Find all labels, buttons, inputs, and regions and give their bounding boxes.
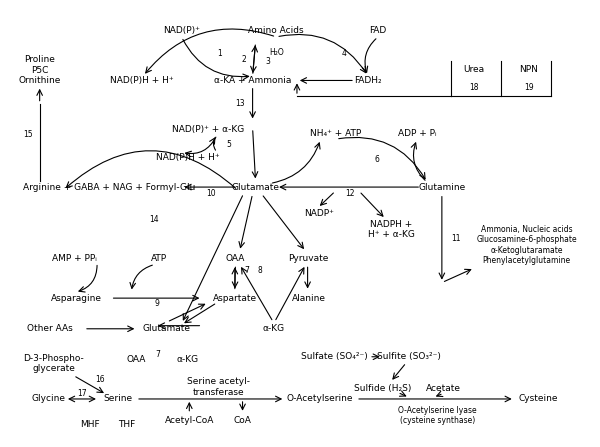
Text: 7: 7 (155, 350, 160, 359)
Text: Sulfite (SO₃²⁻): Sulfite (SO₃²⁻) (377, 352, 441, 361)
Text: Asparagine: Asparagine (51, 294, 102, 303)
Text: Glutamate: Glutamate (232, 182, 280, 192)
Text: 8: 8 (257, 266, 262, 274)
Text: 9: 9 (154, 299, 159, 308)
Text: α-KG: α-KG (176, 355, 199, 364)
Text: Alanine: Alanine (292, 294, 326, 303)
Text: OAA: OAA (226, 253, 245, 263)
Text: FADH₂: FADH₂ (354, 76, 382, 85)
Text: 16: 16 (95, 375, 105, 384)
Text: Urea: Urea (463, 65, 484, 74)
Text: Other AAs: Other AAs (28, 324, 73, 333)
Text: 1: 1 (218, 49, 223, 58)
Text: 18: 18 (469, 83, 479, 92)
Text: 6: 6 (375, 156, 380, 164)
Text: OAA: OAA (127, 355, 146, 364)
Text: Glutamate: Glutamate (143, 324, 191, 333)
Text: Cysteine: Cysteine (518, 394, 558, 404)
Text: 7: 7 (244, 266, 249, 274)
Text: 17: 17 (77, 389, 87, 398)
Text: 19: 19 (524, 83, 533, 92)
Text: ATP: ATP (151, 253, 167, 263)
Text: NADP⁺: NADP⁺ (304, 209, 334, 218)
Text: NAD(P)H + H⁺: NAD(P)H + H⁺ (156, 153, 220, 162)
Text: Aspartate: Aspartate (213, 294, 257, 303)
Text: Ammonia, Nucleic acids
Glucosamine-6-phosphate
α-Ketoglutaramate
Phenylacetylglu: Ammonia, Nucleic acids Glucosamine-6-pho… (476, 225, 577, 265)
Text: NAD(P)⁺ + α-KG: NAD(P)⁺ + α-KG (172, 125, 244, 134)
Text: Serine: Serine (104, 394, 133, 404)
Text: CoA: CoA (233, 416, 251, 425)
Text: Arginine + GABA + NAG + Formyl-Glu: Arginine + GABA + NAG + Formyl-Glu (23, 182, 196, 192)
Text: 15: 15 (23, 130, 32, 139)
Text: Sulfide (H₂S): Sulfide (H₂S) (354, 384, 412, 393)
Text: D-3-Phospho-
glycerate: D-3-Phospho- glycerate (23, 354, 84, 373)
Text: AMP + PPᵢ: AMP + PPᵢ (52, 253, 97, 263)
Text: α-KA + Ammonia: α-KA + Ammonia (214, 76, 291, 85)
Text: NAD(P)H + H⁺: NAD(P)H + H⁺ (110, 76, 174, 85)
Text: Acetate: Acetate (426, 384, 461, 393)
Text: H₂O: H₂O (269, 48, 284, 57)
Text: NADPH +
H⁺ + α-KG: NADPH + H⁺ + α-KG (368, 219, 415, 239)
Text: THF: THF (118, 420, 135, 429)
Text: FAD: FAD (370, 26, 386, 35)
Text: 4: 4 (342, 49, 347, 58)
Text: Acetyl-CoA: Acetyl-CoA (164, 416, 214, 425)
Text: NH₄⁺ + ATP: NH₄⁺ + ATP (310, 129, 362, 138)
Text: Glutamine: Glutamine (418, 182, 466, 192)
Text: NPN: NPN (520, 65, 538, 74)
Text: ADP + Pᵢ: ADP + Pᵢ (398, 129, 436, 138)
Text: α-KG: α-KG (262, 324, 284, 333)
Text: O-Acetylserine lyase
(cysteine synthase): O-Acetylserine lyase (cysteine synthase) (398, 406, 477, 425)
Text: 13: 13 (235, 99, 244, 108)
Text: 2: 2 (241, 55, 246, 63)
Text: Glycine: Glycine (32, 394, 65, 404)
Text: 10: 10 (206, 189, 216, 198)
Text: Pyruvate: Pyruvate (289, 253, 329, 263)
Text: 12: 12 (346, 189, 355, 198)
Text: MHF: MHF (80, 420, 100, 429)
Text: 3: 3 (265, 57, 270, 66)
Text: 14: 14 (149, 215, 158, 224)
Text: Sulfate (SO₄²⁻): Sulfate (SO₄²⁻) (301, 352, 368, 361)
Text: Amino Acids: Amino Acids (248, 26, 304, 35)
Text: 11: 11 (451, 234, 460, 243)
Text: 5: 5 (226, 140, 232, 149)
Text: Serine acetyl-
transferase: Serine acetyl- transferase (187, 377, 250, 396)
Text: O-Acetylserine: O-Acetylserine (286, 394, 353, 404)
Text: NAD(P)⁺: NAD(P)⁺ (163, 26, 200, 35)
Text: Proline
P5C
Ornithine: Proline P5C Ornithine (19, 55, 61, 85)
